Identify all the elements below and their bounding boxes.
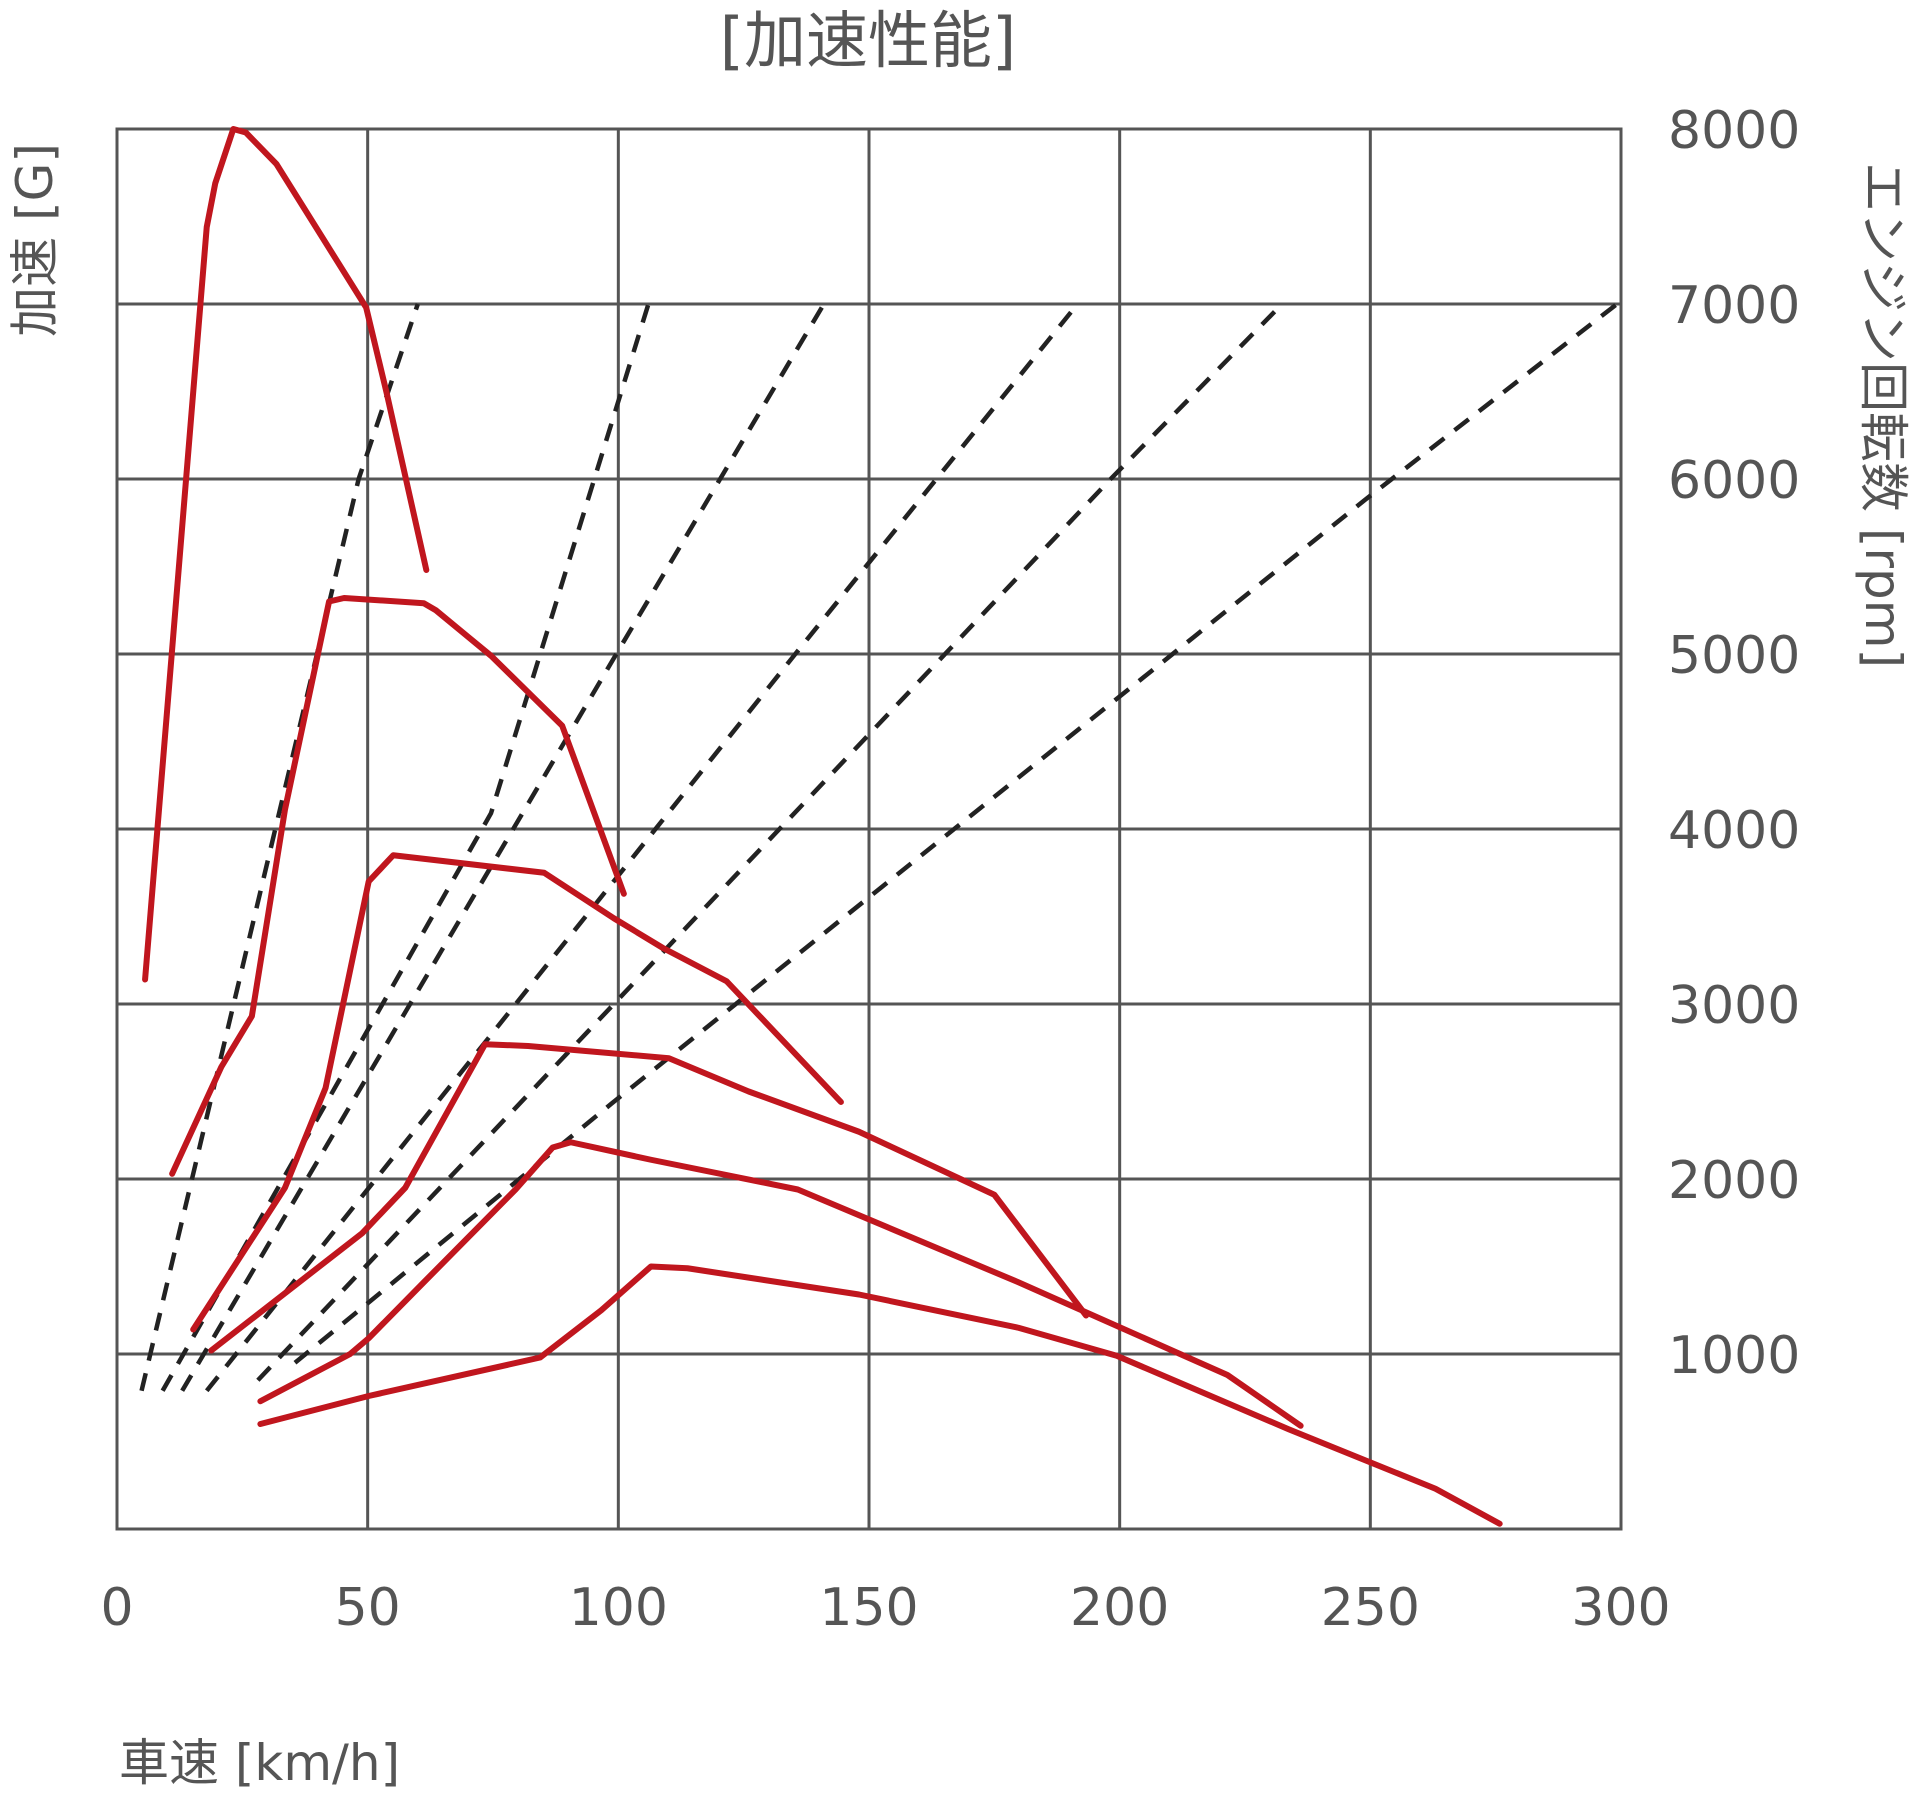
acceleration-lines [142, 126, 1503, 1527]
x-tick-label: 50 [335, 1578, 401, 1638]
grid [115, 127, 1623, 1531]
y-tick-label: 7000 [1668, 276, 1800, 336]
y-right-tick-labels: 1000 2000 3000 4000 5000 6000 7000 8000 [1668, 101, 1800, 1386]
x-tick-label: 250 [1321, 1578, 1420, 1638]
x-tick-label: 200 [1070, 1578, 1169, 1638]
y-tick-label: 6000 [1668, 451, 1800, 511]
rpm-line [256, 302, 1284, 1382]
x-tick-label: 100 [569, 1578, 668, 1638]
x-tick-label: 0 [100, 1578, 133, 1638]
y-tick-label: 8000 [1668, 101, 1800, 161]
y-tick-label: 3000 [1668, 976, 1800, 1036]
y-tick-label: 5000 [1668, 626, 1800, 686]
rpm-line [293, 302, 1619, 1365]
rpm-line [204, 302, 1080, 1393]
rpm-lines [139, 302, 1619, 1393]
rpm-line [160, 303, 651, 1392]
acceleration-line [257, 1139, 1304, 1429]
acceleration-line [208, 1041, 1090, 1354]
y-right-axis-label: エンジン回転数 [rpm] [1854, 162, 1912, 668]
x-axis-label: 車速 [km/h] [119, 1734, 400, 1792]
acceleration-line [257, 1263, 1503, 1527]
acceleration-line [169, 595, 627, 1177]
y-tick-label: 1000 [1668, 1326, 1800, 1386]
x-tick-labels: 0 50 100 150 200 250 300 [100, 1578, 1670, 1638]
acceleration-line [190, 852, 844, 1333]
y-tick-label: 4000 [1668, 801, 1800, 861]
acceleration-line [142, 126, 430, 983]
y-tick-label: 2000 [1668, 1151, 1800, 1211]
chart-title: [加速性能] [720, 4, 1016, 77]
x-tick-label: 300 [1571, 1578, 1670, 1638]
y-left-axis-label: 加速 [G] [6, 143, 64, 337]
rpm-line [180, 302, 826, 1392]
x-tick-label: 150 [819, 1578, 918, 1638]
